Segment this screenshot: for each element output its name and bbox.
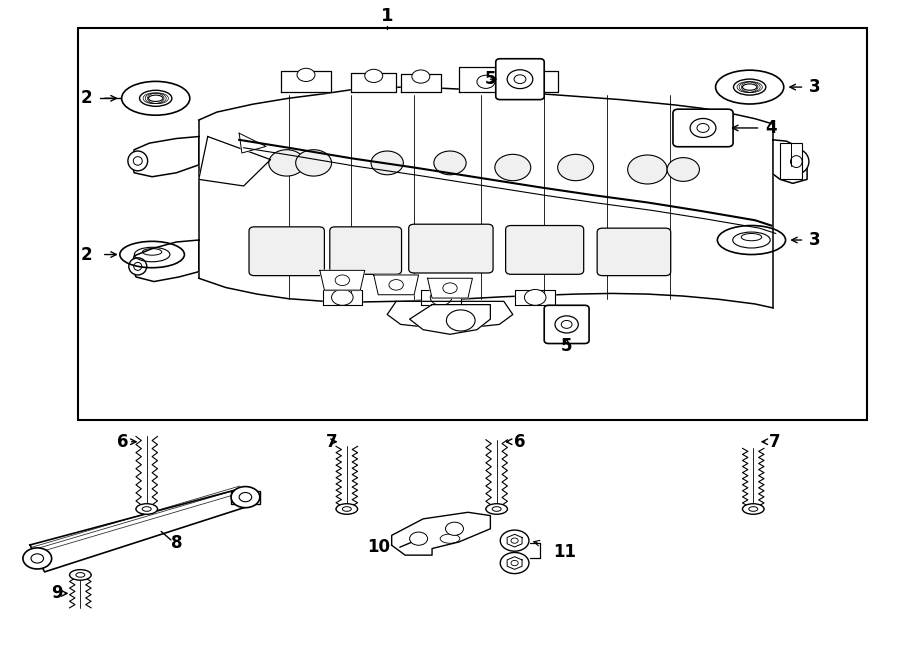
Polygon shape bbox=[351, 73, 396, 93]
Polygon shape bbox=[513, 71, 558, 93]
Circle shape bbox=[500, 553, 529, 573]
Circle shape bbox=[525, 289, 546, 305]
FancyBboxPatch shape bbox=[329, 227, 401, 274]
Circle shape bbox=[558, 154, 594, 181]
Circle shape bbox=[269, 150, 305, 176]
Polygon shape bbox=[428, 278, 473, 298]
Circle shape bbox=[434, 151, 466, 175]
Polygon shape bbox=[199, 87, 773, 308]
Ellipse shape bbox=[69, 569, 91, 580]
Bar bbox=[231, 491, 260, 504]
Circle shape bbox=[335, 275, 349, 285]
Text: 2: 2 bbox=[81, 246, 93, 263]
Ellipse shape bbox=[136, 504, 158, 514]
Text: 6: 6 bbox=[514, 433, 526, 451]
Circle shape bbox=[371, 151, 403, 175]
Text: 6: 6 bbox=[117, 433, 129, 451]
Circle shape bbox=[410, 532, 427, 545]
Circle shape bbox=[296, 150, 331, 176]
Ellipse shape bbox=[486, 504, 508, 514]
Polygon shape bbox=[30, 489, 250, 572]
Polygon shape bbox=[131, 240, 199, 281]
Text: 10: 10 bbox=[366, 538, 390, 556]
Polygon shape bbox=[131, 136, 199, 177]
FancyBboxPatch shape bbox=[544, 305, 590, 344]
Circle shape bbox=[495, 154, 531, 181]
Circle shape bbox=[667, 158, 699, 181]
Text: 7: 7 bbox=[326, 433, 338, 451]
Circle shape bbox=[477, 75, 495, 89]
Polygon shape bbox=[400, 74, 441, 93]
Ellipse shape bbox=[742, 504, 764, 514]
Polygon shape bbox=[459, 68, 513, 93]
Text: 2: 2 bbox=[81, 89, 93, 107]
Circle shape bbox=[389, 279, 403, 290]
Polygon shape bbox=[322, 290, 362, 305]
FancyBboxPatch shape bbox=[409, 224, 493, 273]
Text: 5: 5 bbox=[484, 70, 496, 88]
Text: 7: 7 bbox=[769, 433, 780, 451]
Circle shape bbox=[22, 548, 51, 569]
Polygon shape bbox=[410, 305, 490, 334]
Polygon shape bbox=[392, 512, 491, 555]
Text: 4: 4 bbox=[765, 119, 777, 137]
Text: 5: 5 bbox=[561, 336, 572, 355]
Polygon shape bbox=[516, 290, 555, 305]
Polygon shape bbox=[239, 133, 266, 153]
Circle shape bbox=[412, 70, 430, 83]
Circle shape bbox=[627, 155, 667, 184]
Circle shape bbox=[430, 289, 452, 305]
Bar bbox=[77, 28, 868, 420]
Bar bbox=[780, 143, 802, 179]
Circle shape bbox=[297, 68, 315, 81]
Circle shape bbox=[331, 289, 353, 305]
Polygon shape bbox=[387, 301, 513, 330]
Ellipse shape bbox=[129, 258, 147, 275]
FancyBboxPatch shape bbox=[506, 226, 584, 274]
Ellipse shape bbox=[128, 151, 148, 171]
Polygon shape bbox=[773, 140, 807, 183]
Text: 1: 1 bbox=[381, 7, 393, 25]
Polygon shape bbox=[374, 275, 419, 295]
Circle shape bbox=[446, 310, 475, 331]
Polygon shape bbox=[320, 270, 365, 290]
Polygon shape bbox=[282, 71, 330, 93]
Text: 11: 11 bbox=[554, 543, 576, 561]
FancyBboxPatch shape bbox=[496, 59, 544, 99]
Text: 3: 3 bbox=[808, 231, 820, 249]
Polygon shape bbox=[199, 136, 271, 186]
Text: 8: 8 bbox=[172, 534, 183, 552]
Circle shape bbox=[231, 487, 260, 508]
Circle shape bbox=[526, 77, 544, 90]
Ellipse shape bbox=[784, 149, 809, 174]
Circle shape bbox=[436, 309, 464, 329]
Circle shape bbox=[443, 283, 457, 293]
FancyBboxPatch shape bbox=[597, 228, 670, 275]
Circle shape bbox=[500, 530, 529, 551]
FancyBboxPatch shape bbox=[673, 109, 734, 147]
Polygon shape bbox=[421, 290, 461, 305]
Circle shape bbox=[364, 70, 382, 83]
Circle shape bbox=[446, 522, 464, 536]
Text: 3: 3 bbox=[808, 78, 820, 96]
Ellipse shape bbox=[336, 504, 357, 514]
FancyBboxPatch shape bbox=[249, 227, 324, 275]
Text: 9: 9 bbox=[51, 585, 63, 602]
